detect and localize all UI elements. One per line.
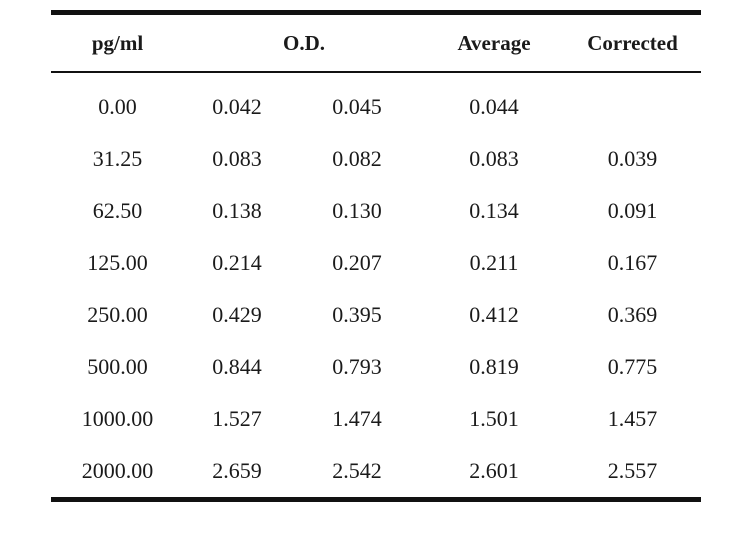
cell-od-1: 0.429 — [212, 302, 262, 327]
cell-od-2: 1.474 — [332, 406, 382, 431]
cell-corrected — [564, 81, 701, 133]
cell-corrected: 0.369 — [607, 302, 658, 327]
cell-od-2: 0.130 — [332, 198, 382, 223]
table-row: 62.50 0.138 0.130 0.134 0.091 — [51, 185, 701, 237]
cell-pg-ml: 500.00 — [87, 354, 148, 379]
header-average: Average — [457, 30, 531, 55]
table-body: 0.00 0.042 0.045 0.044 31.25 0.083 0.082… — [51, 73, 701, 497]
cell-corrected: 0.775 — [607, 354, 658, 379]
cell-pg-ml: 125.00 — [87, 250, 148, 275]
cell-average: 0.211 — [469, 250, 519, 275]
cell-average: 0.083 — [469, 146, 519, 171]
header-od: O.D. — [283, 30, 325, 55]
cell-od-1: 0.844 — [212, 354, 262, 379]
table-row: 125.00 0.214 0.207 0.211 0.167 — [51, 237, 701, 289]
cell-pg-ml: 31.25 — [92, 146, 143, 171]
cell-od-1: 0.214 — [212, 250, 262, 275]
cell-od-1: 0.138 — [212, 198, 262, 223]
cell-corrected: 0.039 — [607, 146, 658, 171]
cell-pg-ml: 62.50 — [92, 198, 143, 223]
table-header-row: pg/ml O.D. Average Corrected — [51, 15, 701, 71]
table-top-rule — [51, 10, 701, 15]
table-header-rule — [51, 71, 701, 73]
cell-pg-ml: 2000.00 — [81, 458, 154, 483]
cell-average: 1.501 — [469, 406, 519, 431]
cell-od-1: 1.527 — [212, 406, 262, 431]
cell-pg-ml: 0.00 — [98, 94, 137, 119]
cell-corrected: 0.167 — [607, 250, 658, 275]
cell-od-1: 2.659 — [212, 458, 262, 483]
table-row: 1000.00 1.527 1.474 1.501 1.457 — [51, 393, 701, 445]
cell-od-2: 0.793 — [332, 354, 382, 379]
cell-od-2: 0.045 — [332, 94, 382, 119]
cell-od-1: 0.042 — [212, 94, 262, 119]
cell-average: 2.601 — [469, 458, 519, 483]
cell-od-1: 0.083 — [212, 146, 262, 171]
cell-od-2: 0.395 — [332, 302, 382, 327]
table-row: 0.00 0.042 0.045 0.044 — [51, 81, 701, 133]
cell-od-2: 0.082 — [332, 146, 382, 171]
cell-average: 0.044 — [469, 94, 519, 119]
cell-od-2: 0.207 — [332, 250, 382, 275]
cell-pg-ml: 1000.00 — [81, 406, 154, 431]
table-bottom-rule — [51, 497, 701, 502]
table-row: 31.25 0.083 0.082 0.083 0.039 — [51, 133, 701, 185]
cell-average: 0.819 — [469, 354, 519, 379]
cell-average: 0.134 — [469, 198, 519, 223]
table-row: 500.00 0.844 0.793 0.819 0.775 — [51, 341, 701, 393]
table-row: 250.00 0.429 0.395 0.412 0.369 — [51, 289, 701, 341]
cell-pg-ml: 250.00 — [87, 302, 148, 327]
cell-od-2: 2.542 — [332, 458, 382, 483]
table-row: 2000.00 2.659 2.542 2.601 2.557 — [51, 445, 701, 497]
header-pg-ml: pg/ml — [91, 30, 144, 55]
cell-corrected: 0.091 — [607, 198, 658, 223]
cell-corrected: 1.457 — [607, 406, 658, 431]
data-table: pg/ml O.D. Average Corrected 0.00 0.042 … — [51, 10, 701, 502]
header-corrected: Corrected — [587, 30, 678, 55]
cell-corrected: 2.557 — [607, 458, 658, 483]
cell-average: 0.412 — [469, 302, 519, 327]
